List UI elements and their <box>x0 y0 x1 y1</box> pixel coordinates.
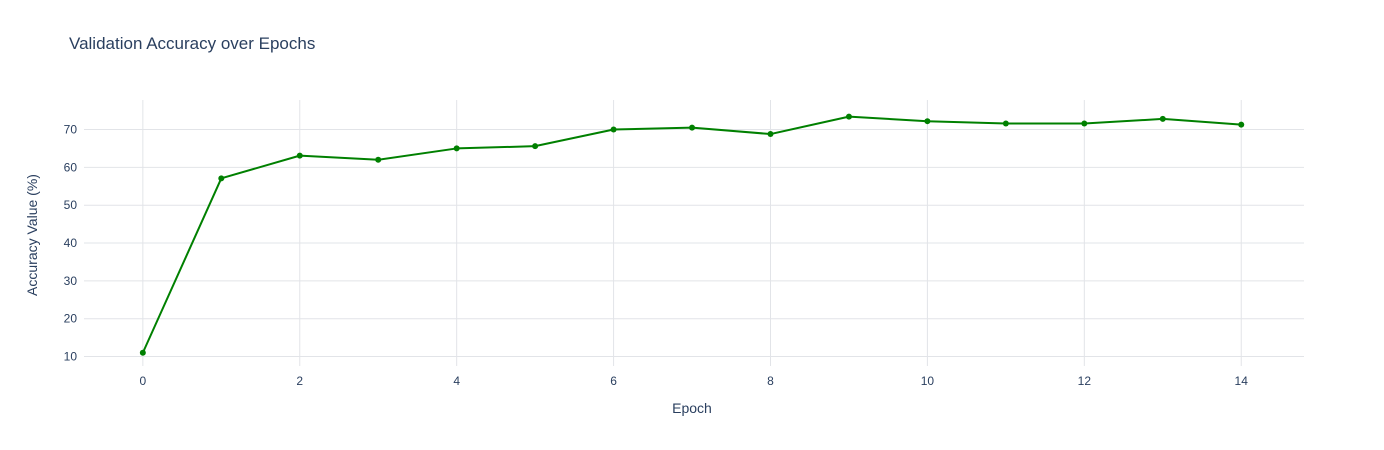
x-tick-label: 6 <box>610 374 617 388</box>
y-tick-label: 60 <box>64 160 78 174</box>
data-point <box>1159 115 1166 122</box>
data-point <box>375 156 382 163</box>
y-tick-label: 40 <box>64 236 78 250</box>
data-point <box>453 145 460 152</box>
y-tick-label: 50 <box>64 198 78 212</box>
y-tick-label: 20 <box>64 312 78 326</box>
y-tick-label: 70 <box>64 123 78 137</box>
x-tick-label: 2 <box>296 374 303 388</box>
x-tick-label: 12 <box>1078 374 1092 388</box>
data-point <box>139 349 146 356</box>
data-point <box>218 175 225 182</box>
data-point <box>610 126 617 133</box>
data-point <box>296 152 303 159</box>
tick-labels: 10 20 30 40 50 60 70 0 2 4 6 8 10 12 14 <box>64 123 1249 388</box>
data-point <box>1002 120 1009 127</box>
data-point <box>767 131 774 138</box>
y-tick-label: 30 <box>64 274 78 288</box>
data-point <box>1238 121 1245 128</box>
data-point <box>845 113 852 120</box>
series-line <box>141 115 1242 354</box>
y-axis-title: Accuracy Value (%) <box>24 174 40 296</box>
series-layer <box>139 113 1245 356</box>
x-tick-label: 8 <box>767 374 774 388</box>
data-point <box>1081 120 1088 127</box>
x-tick-label: 0 <box>139 374 146 388</box>
data-point <box>532 143 539 150</box>
x-tick-label: 10 <box>921 374 935 388</box>
data-point <box>689 124 696 131</box>
x-tick-label: 4 <box>453 374 460 388</box>
x-tick-label: 14 <box>1235 374 1249 388</box>
chart-title: Validation Accuracy over Epochs <box>69 34 316 53</box>
data-point <box>924 118 931 125</box>
y-tick-label: 10 <box>64 350 78 364</box>
x-axis-title: Epoch <box>672 400 712 416</box>
gridlines <box>84 100 1304 366</box>
